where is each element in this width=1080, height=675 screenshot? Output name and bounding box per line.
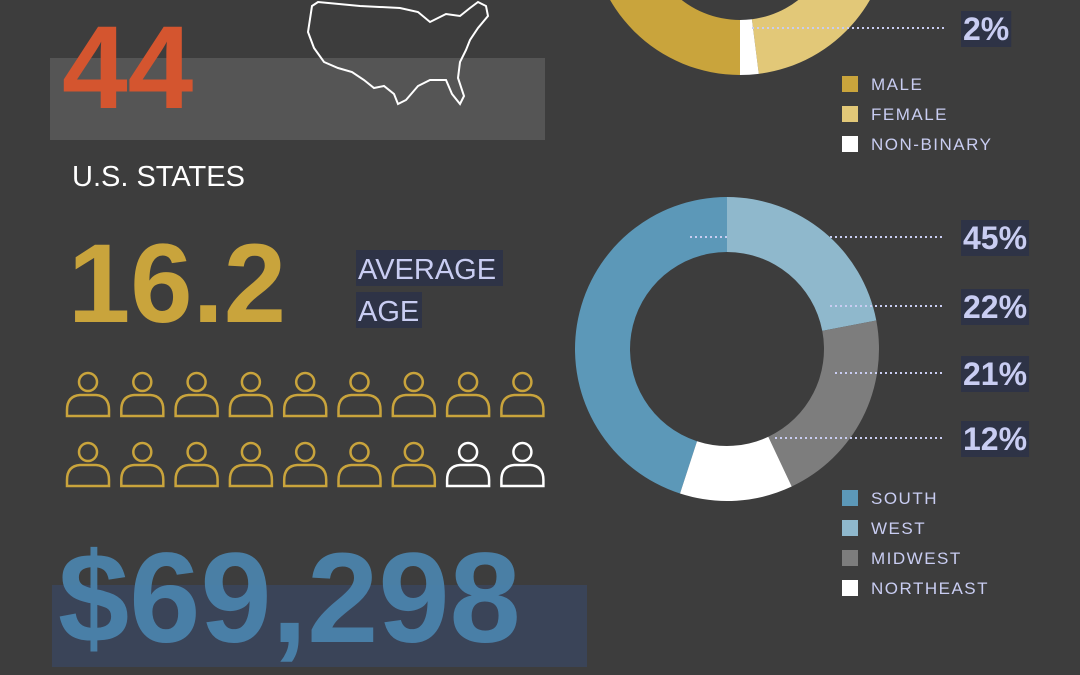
value-label-bg (961, 421, 1030, 457)
age-label-bg (356, 292, 422, 328)
person-body (500, 393, 545, 418)
person-body (174, 463, 219, 488)
person-head (240, 441, 262, 463)
person-body (391, 393, 437, 418)
legend-swatch (842, 550, 858, 566)
person-body (282, 393, 328, 418)
person-body (65, 463, 111, 488)
person-icons (65, 371, 545, 488)
legend-swatch (842, 106, 858, 122)
person-head (512, 371, 533, 393)
value-label: 45% (963, 220, 1027, 256)
age-label: AGE (358, 296, 419, 328)
person-body (282, 463, 328, 488)
legend-label: SOUTH (871, 489, 938, 508)
states-number: 44 (62, 2, 193, 134)
value-label-bg (961, 11, 1012, 47)
person-body (174, 393, 219, 418)
income-band (52, 585, 587, 667)
income: $69,298 (58, 527, 521, 670)
person-head (132, 441, 153, 463)
person-head (457, 441, 479, 463)
person-body (120, 393, 165, 418)
donut-slice (740, 19, 759, 75)
legend-swatch (842, 136, 858, 152)
value-label-bg (961, 220, 1030, 256)
value-label: 21% (963, 356, 1027, 392)
person-head (294, 371, 316, 393)
donut-slice (727, 197, 877, 331)
person-head (403, 371, 425, 393)
legend-label: NON-BINARY (871, 135, 992, 154)
person-body (65, 393, 111, 418)
value-label: 22% (963, 289, 1027, 325)
person-body (337, 463, 382, 488)
legend-swatch (842, 490, 858, 506)
person-body (337, 393, 382, 418)
age-label-bg (356, 250, 503, 286)
donut-slice (610, 0, 740, 75)
person-head (457, 371, 479, 393)
value-label-bg (961, 289, 1030, 325)
person-head (349, 371, 370, 393)
donut-slice (575, 197, 727, 494)
person-head (186, 371, 207, 393)
person-head (240, 371, 262, 393)
states-label: U.S. STATES (72, 161, 245, 193)
age-number: 16.2 (68, 221, 286, 346)
person-head (403, 441, 425, 463)
value-label: 12% (963, 421, 1027, 457)
person-body (228, 463, 274, 488)
person-head (77, 371, 99, 393)
person-body (120, 463, 165, 488)
value-label-bg (961, 356, 1030, 392)
person-body (391, 463, 437, 488)
legend-label: WEST (871, 519, 926, 538)
legend-swatch (842, 520, 858, 536)
donut-slice (768, 320, 879, 487)
legend-label: MALE (871, 75, 923, 94)
person-head (512, 441, 533, 463)
person-head (77, 441, 99, 463)
person-head (132, 371, 153, 393)
legend-label: MIDWEST (871, 549, 962, 568)
person-body (445, 463, 491, 488)
legend-label: FEMALE (871, 105, 948, 124)
us-map (306, 0, 490, 106)
person-head (186, 441, 207, 463)
person-body (500, 463, 545, 488)
age-label: AVERAGE (358, 254, 496, 286)
person-head (349, 441, 370, 463)
person-body (228, 393, 274, 418)
legend-swatch (842, 76, 858, 92)
donut-slice (751, 0, 870, 74)
legend-swatch (842, 580, 858, 596)
value-label: 2% (963, 11, 1009, 47)
person-body (445, 393, 491, 418)
legend-label: NORTHEAST (871, 579, 989, 598)
person-head (294, 441, 316, 463)
donut-slice (680, 436, 792, 502)
